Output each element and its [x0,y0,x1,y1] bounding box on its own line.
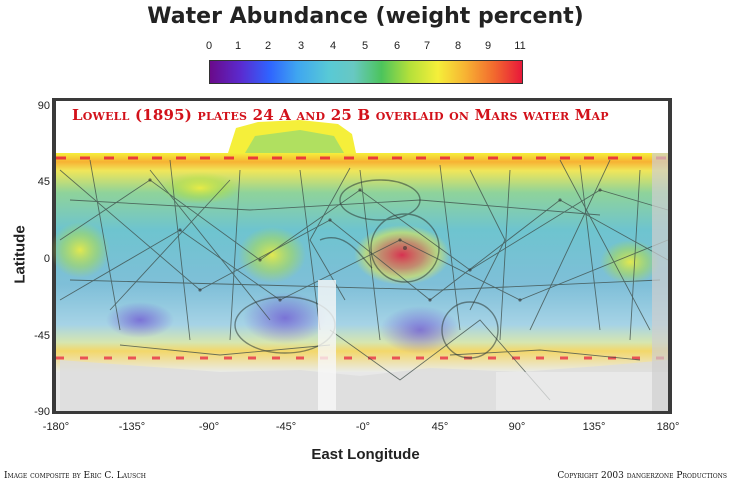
x-tick-label: 135° [582,421,606,433]
copyright-notice: Copyright 2003 dangerzone Productions [557,471,727,481]
x-tick-label: -180° [42,421,70,433]
colorbar [209,60,523,84]
y-tick-label: 0 [43,253,50,265]
colorbar-tick: 5 [361,40,369,52]
y-tick-label: 90 [37,100,50,112]
map-title: Water Abundance (weight percent) [147,4,584,29]
x-tick-label: 180° [656,421,680,433]
y-tick-label: -90 [34,406,50,418]
colorbar-tick: 0 [205,40,213,52]
colorbar-tick: 11 [514,40,526,52]
colorbar-tick: 9 [484,40,492,52]
x-tick-label: -90° [198,421,220,433]
image-credit: Image composite by Eric C. Lausch [4,471,147,481]
x-tick-label: 45° [431,421,449,433]
overlay-caption: Lowell (1895) plates 24 A and 25 B overl… [72,106,609,124]
colorbar-tick: 2 [264,40,272,52]
x-tick-label: -45° [275,421,297,433]
y-tick-label: 45 [37,176,50,188]
colorbar-tick: 6 [393,40,401,52]
colorbar-tick: 4 [329,40,337,52]
x-axis-title: East Longitude [311,446,420,463]
colorbar-tick: 1 [234,40,242,52]
tharsis-wet-region [354,225,450,285]
colorbar-tick: 3 [297,40,305,52]
y-tick-label: -45 [34,330,50,342]
x-tick-label: -0° [355,421,371,433]
colorbar-tick: 8 [454,40,462,52]
colorbar-tick: 7 [423,40,431,52]
x-tick-label: 90° [508,421,526,433]
x-tick-label: -135° [118,421,146,433]
